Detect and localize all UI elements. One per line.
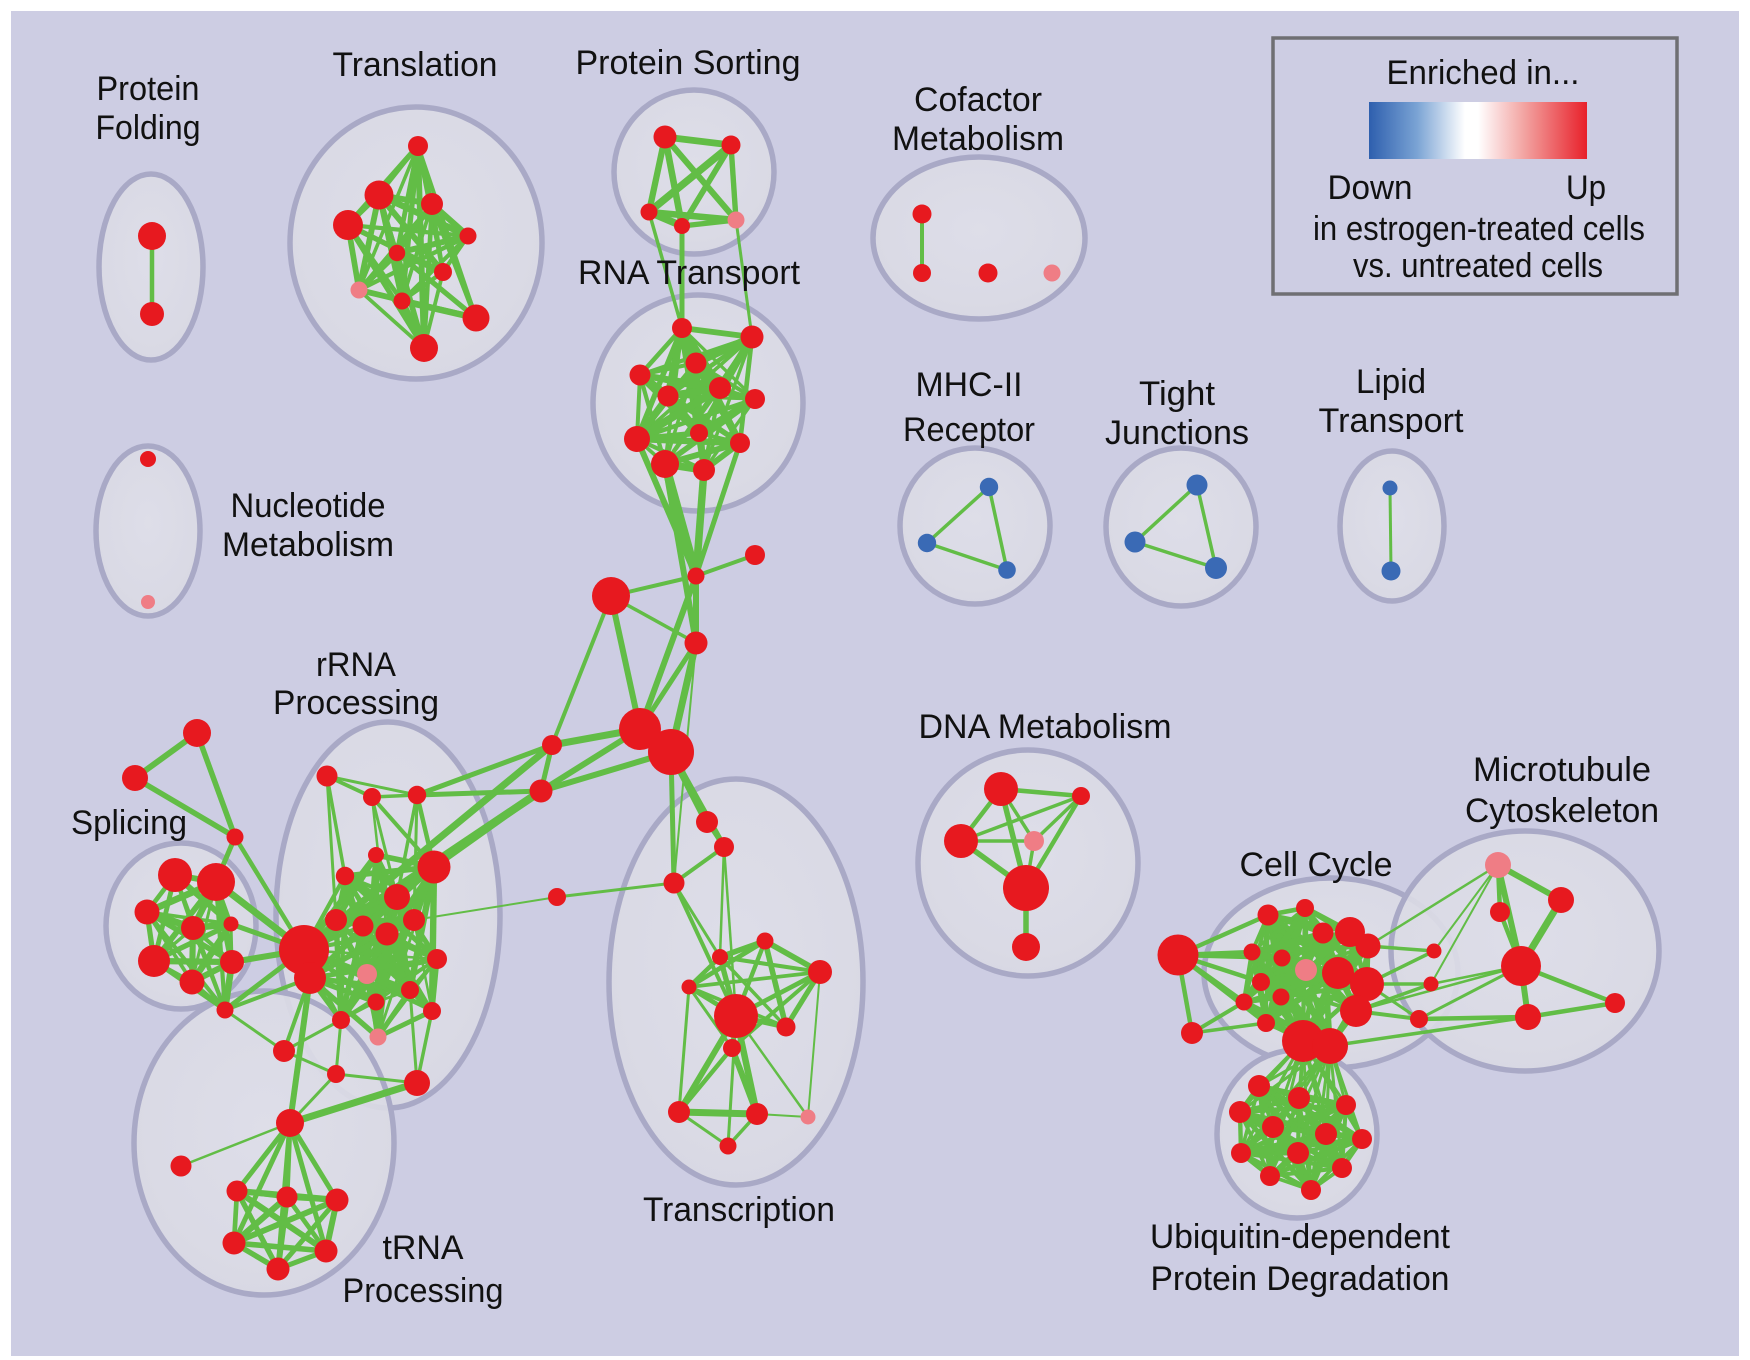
- svg-text:Transcription: Transcription: [643, 1191, 835, 1229]
- svg-text:Protein Degradation: Protein Degradation: [1151, 1260, 1450, 1298]
- svg-text:Nucleotide: Nucleotide: [231, 487, 386, 525]
- svg-text:DNA Metabolism: DNA Metabolism: [919, 708, 1172, 746]
- svg-text:Translation: Translation: [333, 46, 498, 84]
- svg-text:Microtubule: Microtubule: [1473, 751, 1651, 789]
- svg-text:tRNA: tRNA: [383, 1229, 464, 1267]
- svg-text:vs. untreated cells: vs. untreated cells: [1353, 247, 1603, 285]
- svg-text:Cell Cycle: Cell Cycle: [1240, 846, 1393, 884]
- svg-text:Lipid: Lipid: [1356, 363, 1426, 401]
- svg-text:in estrogen-treated cells: in estrogen-treated cells: [1313, 210, 1645, 248]
- svg-text:Ubiquitin-dependent: Ubiquitin-dependent: [1150, 1218, 1451, 1256]
- svg-text:Down: Down: [1328, 169, 1413, 207]
- svg-text:Processing: Processing: [273, 684, 439, 722]
- svg-text:Tight: Tight: [1139, 375, 1216, 413]
- svg-text:Protein Sorting: Protein Sorting: [576, 44, 801, 82]
- svg-text:Receptor: Receptor: [903, 411, 1035, 449]
- svg-text:MHC-II: MHC-II: [916, 366, 1023, 404]
- svg-text:Cofactor: Cofactor: [914, 81, 1042, 119]
- svg-text:Transport: Transport: [1319, 402, 1465, 440]
- svg-text:Folding: Folding: [96, 109, 201, 147]
- svg-text:Processing: Processing: [343, 1272, 504, 1310]
- svg-text:Junctions: Junctions: [1105, 414, 1249, 452]
- svg-text:Protein: Protein: [97, 70, 200, 108]
- svg-text:Enriched in...: Enriched in...: [1387, 54, 1580, 92]
- svg-text:Splicing: Splicing: [71, 804, 187, 842]
- svg-text:Up: Up: [1566, 169, 1606, 207]
- svg-text:Cytoskeleton: Cytoskeleton: [1465, 792, 1659, 830]
- svg-text:Metabolism: Metabolism: [222, 526, 394, 564]
- svg-text:rRNA: rRNA: [316, 646, 396, 684]
- svg-text:Metabolism: Metabolism: [892, 120, 1064, 158]
- svg-text:RNA Transport: RNA Transport: [578, 254, 801, 292]
